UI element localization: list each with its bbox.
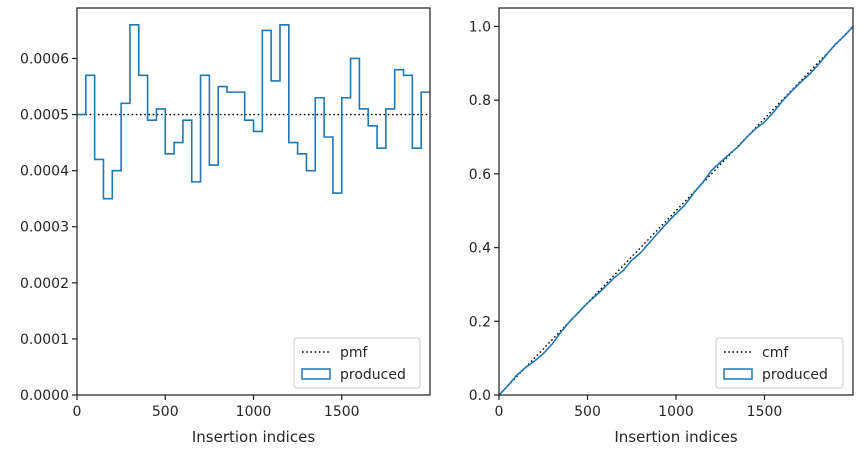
y-tick-label: 0.0002 xyxy=(20,276,69,292)
y-tick-label: 0.0000 xyxy=(20,388,69,404)
series-produced-line xyxy=(498,25,854,396)
x-tick-label: 1000 xyxy=(658,404,694,420)
x-axis-label: Insertion indices xyxy=(192,428,315,446)
legend-produced-label: produced xyxy=(340,367,406,383)
y-tick-label: 0.0 xyxy=(469,388,491,404)
y-tick-label: 0.0004 xyxy=(20,164,69,180)
legend: pmf produced xyxy=(293,337,421,389)
legend-produced-swatch xyxy=(723,368,753,380)
axes-frame xyxy=(498,7,854,396)
y-tick-label: 0.6 xyxy=(469,167,491,183)
y-tick-label: 0.8 xyxy=(469,93,491,109)
legend-frame xyxy=(293,337,421,389)
x-tick-label: 500 xyxy=(574,404,601,420)
legend-cmf-label: cmf xyxy=(762,345,789,361)
y-tick-label: 0.0006 xyxy=(20,51,69,67)
y-tick-label: 0.0003 xyxy=(20,220,69,236)
chart-panel-1: 0 500 1000 1500 0.0000 0.0001 0.0002 0.0003 0.00… xyxy=(20,7,431,446)
chart-panel-2: 0 500 1000 1500 0.0 0.2 0.4 0.6 0.8 1.0 Insertion … xyxy=(469,7,854,446)
y-tick-label: 0.0005 xyxy=(20,108,69,124)
legend-frame xyxy=(715,337,844,389)
series-cmf-line xyxy=(498,25,854,396)
legend-pmf-label: pmf xyxy=(340,345,369,361)
legend: cmf produced xyxy=(715,337,844,389)
x-tick-label: 500 xyxy=(152,404,179,420)
y-tick-label: 0.2 xyxy=(469,314,491,330)
x-tick-label: 0 xyxy=(73,404,82,420)
x-axis-label: Insertion indices xyxy=(614,428,737,446)
x-tick-label: 1500 xyxy=(747,404,783,420)
y-tick-label: 0.0001 xyxy=(20,332,69,348)
legend-produced-label: produced xyxy=(762,367,828,383)
x-tick-label: 1000 xyxy=(236,404,272,420)
y-tick-label: 1.0 xyxy=(469,19,491,35)
x-tick-label: 0 xyxy=(495,404,504,420)
legend-produced-swatch xyxy=(301,368,331,380)
series-produced-line xyxy=(77,24,430,200)
x-tick-label: 1500 xyxy=(324,404,360,420)
y-tick-label: 0.4 xyxy=(469,241,491,257)
